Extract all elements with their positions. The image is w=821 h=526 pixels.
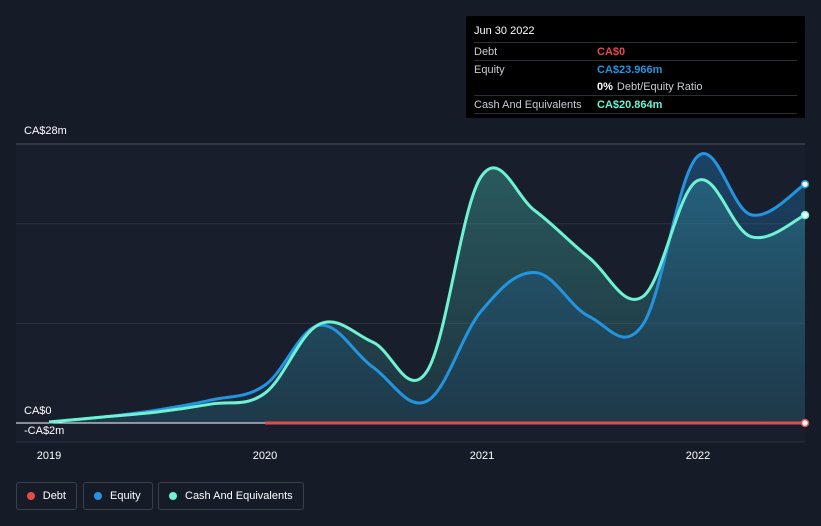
tooltip-row-cash: Cash And Equivalents CA$20.864m <box>474 95 797 114</box>
legend-item-cash[interactable]: Cash And Equivalents <box>158 482 304 510</box>
x-tick-label: 2021 <box>469 450 495 462</box>
data-tooltip: Jun 30 2022 Debt CA$0 Equity CA$23.966m … <box>466 16 805 118</box>
y-axis-top-label: CA$28m <box>24 125 67 137</box>
debt-dot-icon <box>27 492 35 500</box>
tooltip-debt-value: CA$0 <box>597 45 626 58</box>
legend-equity-label: Equity <box>110 490 141 502</box>
tooltip-row-equity: Equity CA$23.966m <box>474 60 797 78</box>
legend-cash-label: Cash And Equivalents <box>185 490 293 502</box>
equity-area <box>49 153 805 423</box>
y-axis-bottom-label: -CA$2m <box>24 425 65 437</box>
tooltip-row-ratio: 0% Debt/Equity Ratio <box>474 78 797 95</box>
x-tick-label: 2019 <box>36 450 62 462</box>
tooltip-equity-label: Equity <box>474 63 505 76</box>
debt-end-point <box>800 418 810 428</box>
legend-item-equity[interactable]: Equity <box>83 482 153 510</box>
tooltip-cash-value: CA$20.864m <box>597 98 663 111</box>
tooltip-ratio-label: Debt/Equity Ratio <box>616 80 703 93</box>
legend-item-debt[interactable]: Debt <box>16 482 77 510</box>
cash-end-point <box>800 210 810 220</box>
equity-dot-icon <box>94 492 102 500</box>
x-tick-label: 2020 <box>252 450 278 462</box>
tooltip-cash-label: Cash And Equivalents <box>474 98 582 111</box>
tooltip-row-debt: Debt CA$0 <box>474 42 797 60</box>
equity-series-line <box>48 152 806 424</box>
x-tick-label: 2022 <box>685 450 711 462</box>
y-axis-zero-label: CA$0 <box>24 405 52 417</box>
cash-dot-icon <box>169 492 177 500</box>
tooltip-date: Jun 30 2022 <box>474 25 535 37</box>
tooltip-debt-label: Debt <box>474 45 498 58</box>
tooltip-equity-value: CA$23.966m <box>597 63 663 76</box>
equity-end-point <box>800 179 810 189</box>
tooltip-ratio-value: 0% <box>597 80 613 93</box>
cash-series-line <box>48 166 806 424</box>
legend-debt-label: Debt <box>42 490 66 502</box>
